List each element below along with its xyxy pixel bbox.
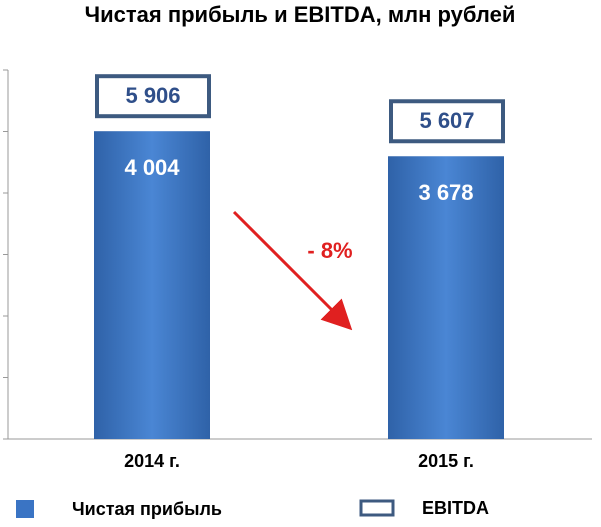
x-tick-label: 2015 г. bbox=[418, 451, 474, 471]
legend-label: Чистая прибыль bbox=[72, 499, 222, 519]
arrow bbox=[232, 210, 353, 331]
bar bbox=[94, 131, 210, 439]
annotation: - 8% bbox=[307, 238, 352, 263]
legend-swatch bbox=[16, 500, 34, 518]
value-label: 3 678 bbox=[418, 180, 473, 205]
legend-swatch bbox=[359, 499, 395, 517]
ebitda-label: 5 607 bbox=[419, 108, 474, 133]
ebitda-label: 5 906 bbox=[125, 83, 180, 108]
ebitda-box bbox=[95, 74, 211, 119]
bar bbox=[388, 156, 504, 439]
x-tick-label: 2014 г. bbox=[124, 451, 180, 471]
chart-title: Чистая прибыль и EBITDA, млн рублей bbox=[85, 2, 516, 27]
ebitda-box bbox=[389, 99, 505, 144]
legend-label: EBITDA bbox=[422, 498, 489, 518]
value-label: 4 004 bbox=[124, 155, 180, 180]
